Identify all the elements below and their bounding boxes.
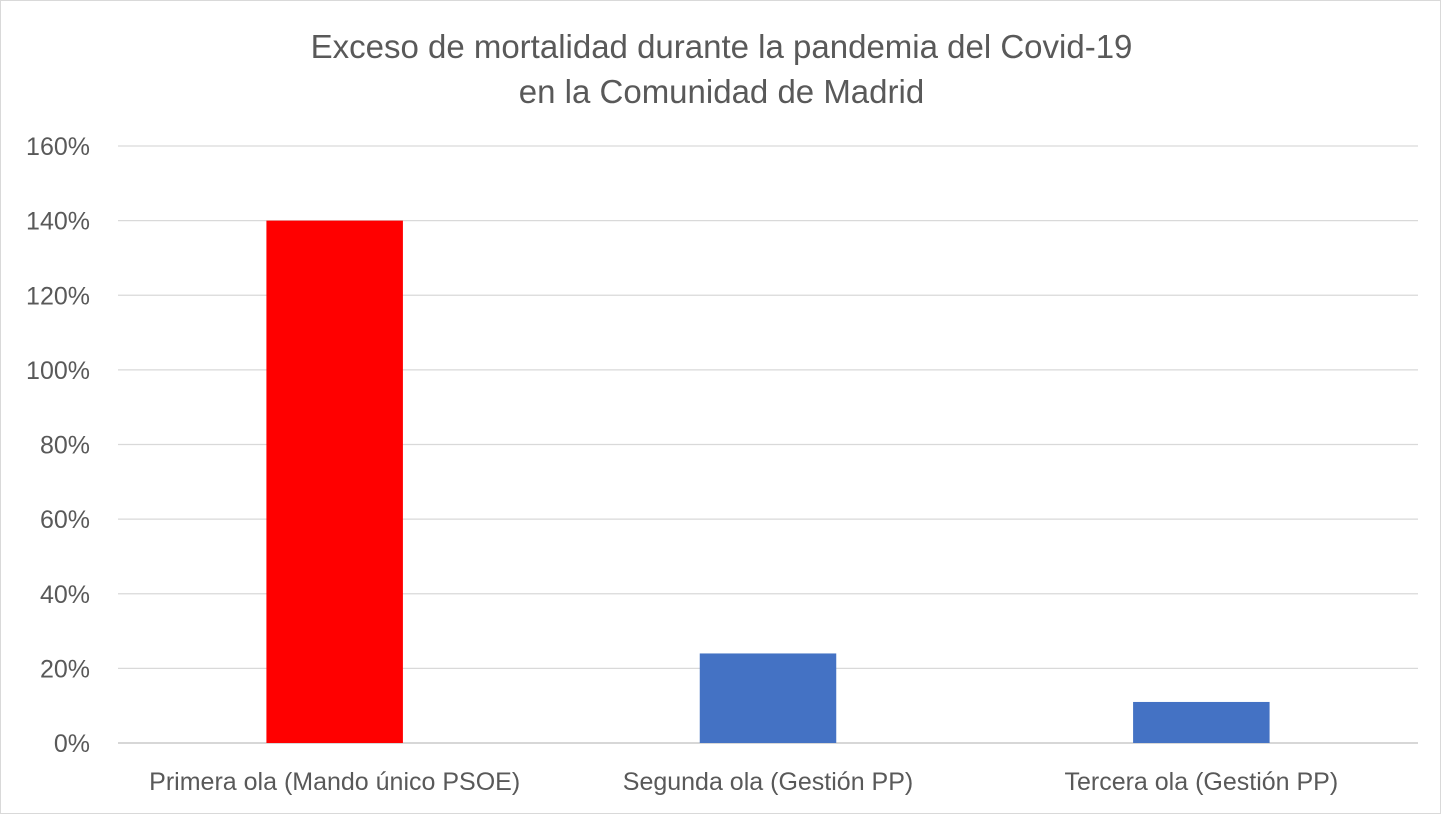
y-tick-label: 80% <box>40 432 90 460</box>
y-tick-label: 0% <box>54 730 90 758</box>
y-tick-label: 40% <box>40 581 90 609</box>
y-axis-tick-labels: 0% 20% 40% 60% 80% 100% 120% 140% 160% <box>26 133 90 758</box>
x-category-label: Tercera ola (Gestión PP) <box>1064 768 1338 796</box>
y-tick-label: 160% <box>26 133 90 161</box>
chart-title: Exceso de mortalidad durante la pandemia… <box>0 24 1443 114</box>
y-tick-label: 60% <box>40 506 90 534</box>
chart-title-line-1: Exceso de mortalidad durante la pandemia… <box>310 28 1133 65</box>
x-axis-category-labels: Primera ola (Mando único PSOE) Segunda ol… <box>149 768 1338 796</box>
y-tick-label: 140% <box>26 208 90 236</box>
y-tick-label: 20% <box>40 655 90 683</box>
bar <box>266 220 403 743</box>
bars <box>266 220 1270 743</box>
x-category-label: Primera ola (Mando único PSOE) <box>149 768 520 796</box>
x-category-label: Segunda ola (Gestión PP) <box>623 768 913 796</box>
bar <box>1133 701 1270 743</box>
y-tick-label: 120% <box>26 282 90 310</box>
bar <box>699 653 837 743</box>
chart-title-line-2: en la Comunidad de Madrid <box>518 73 925 110</box>
y-tick-label: 100% <box>26 357 90 385</box>
